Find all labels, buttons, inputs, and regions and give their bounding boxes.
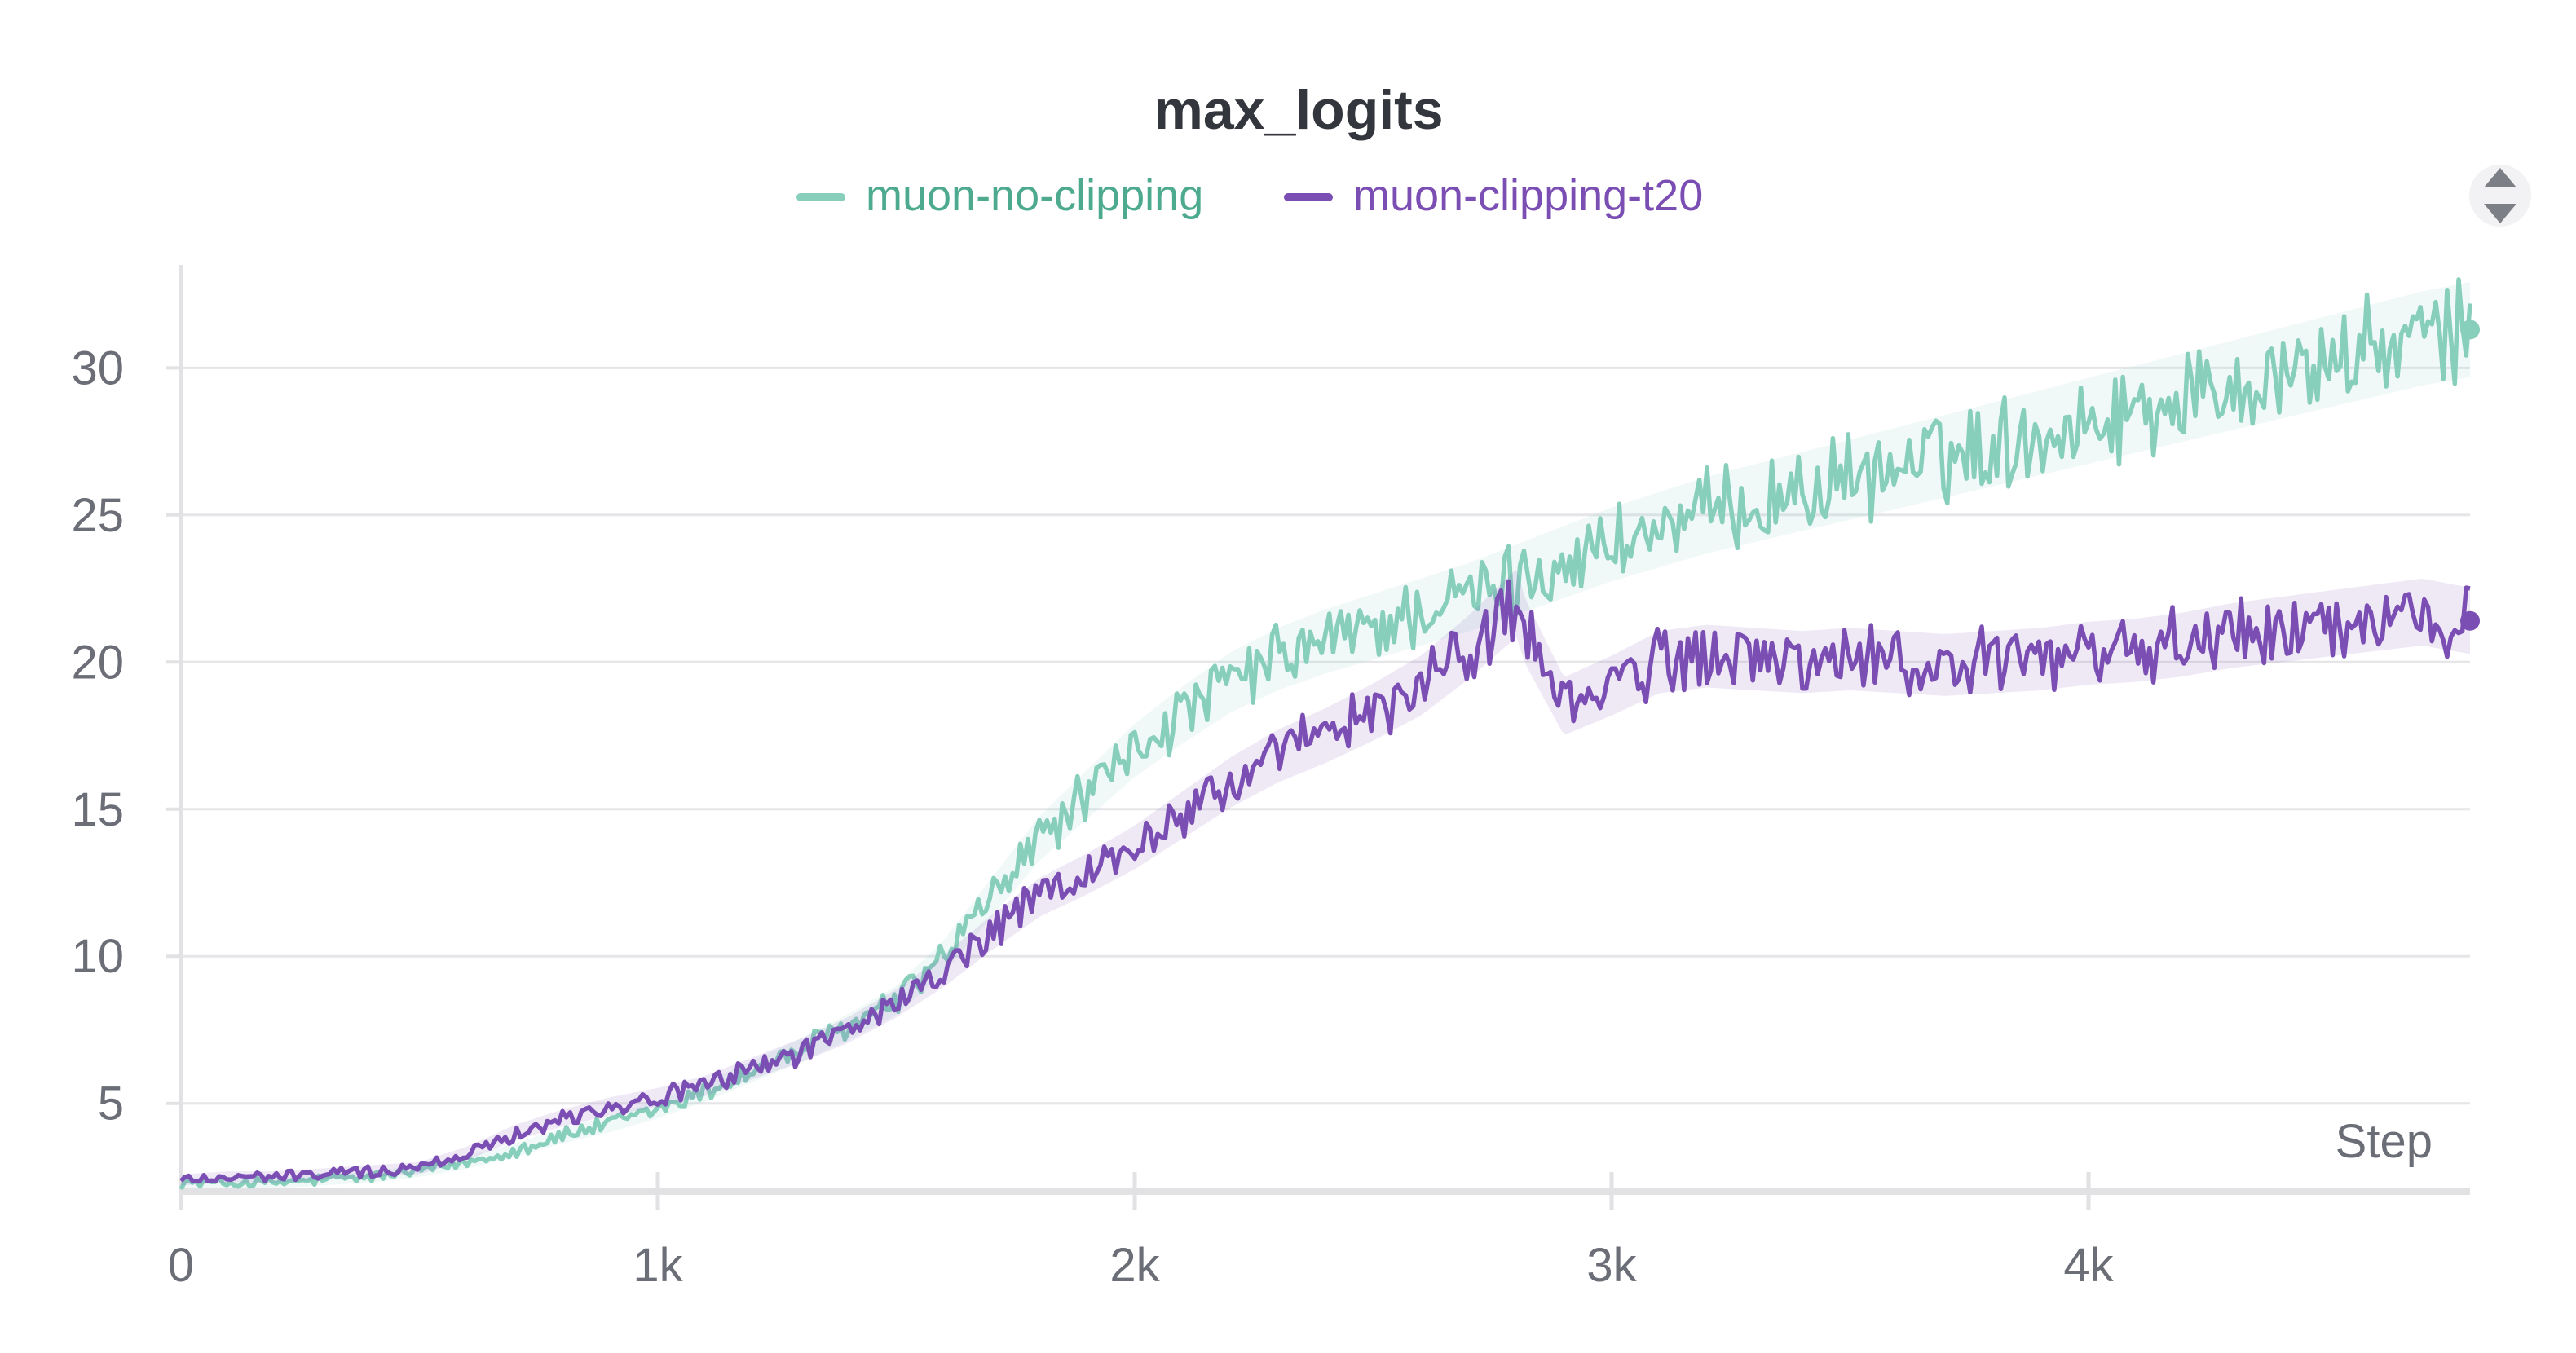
- series-layer: [179, 277, 2480, 1191]
- grid: [181, 366, 2470, 1105]
- legend-scroll-icon[interactable]: [2469, 165, 2531, 227]
- y-tick-label: 20: [71, 636, 124, 689]
- y-tick-label: 30: [71, 342, 124, 394]
- axes: [166, 265, 2470, 1210]
- y-tick-label: 10: [71, 930, 124, 983]
- legend-label-muon-clipping-t20[interactable]: muon-clipping-t20: [1353, 171, 1703, 220]
- y-tick-label: 15: [71, 783, 124, 836]
- series-line-muon-no-clipping[interactable]: [179, 277, 2472, 1191]
- legend[interactable]: muon-no-clipping muon-clipping-t20: [796, 171, 1703, 220]
- x-axis-label: Step: [2336, 1115, 2433, 1168]
- x-tick-label: 3k: [1586, 1239, 1637, 1292]
- x-tick-label: 4k: [2063, 1239, 2114, 1292]
- x-tick-label: 2k: [1109, 1239, 1160, 1292]
- series-endpoint-muon-clipping-t20[interactable]: [2460, 610, 2480, 631]
- y-tick-label: 25: [71, 489, 124, 542]
- legend-label-muon-no-clipping[interactable]: muon-no-clipping: [866, 171, 1203, 220]
- series-band-muon-no-clipping: [181, 282, 2470, 1188]
- chart-title: max_logits: [1153, 79, 1443, 141]
- series-line-muon-clipping-t20[interactable]: [179, 579, 2471, 1184]
- series-endpoint-muon-no-clipping[interactable]: [2460, 320, 2480, 340]
- tick-labels: 5 10 15 20 25 30 0 1k 2k 3k 4k: [71, 342, 2114, 1292]
- x-tick-label: 0: [168, 1239, 194, 1292]
- x-tick-label: 1k: [633, 1239, 683, 1292]
- y-tick-label: 5: [98, 1078, 124, 1130]
